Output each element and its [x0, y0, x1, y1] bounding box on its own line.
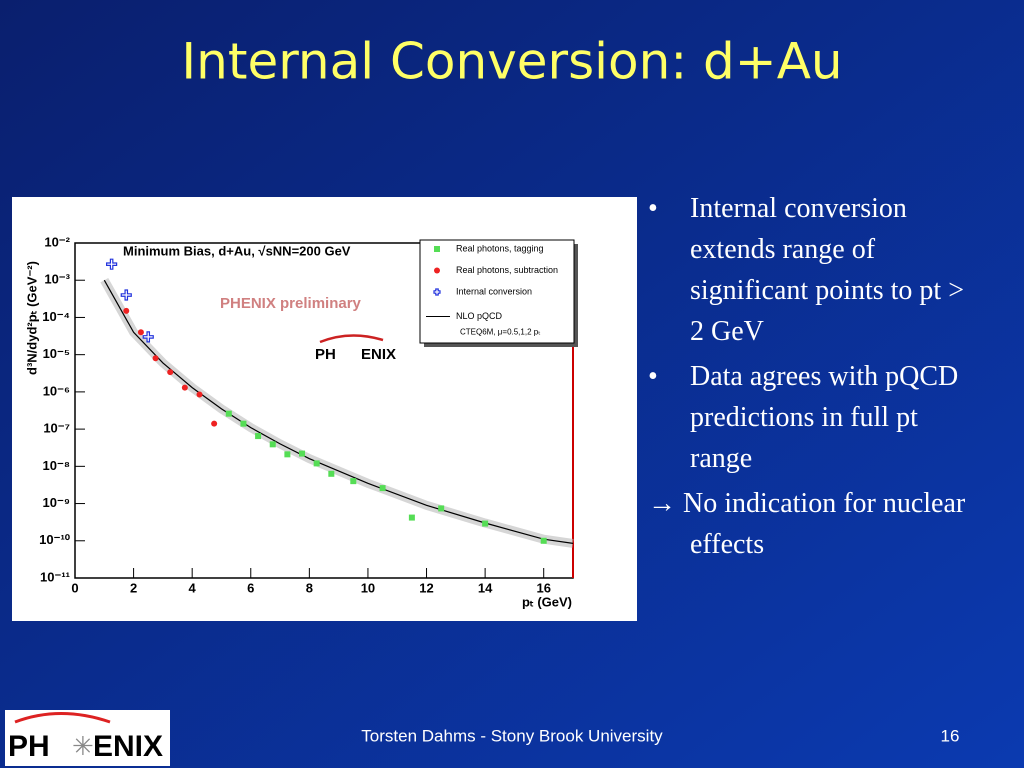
marker-square: [269, 441, 276, 448]
marker-square: [540, 537, 547, 544]
marker-cross: [142, 331, 154, 343]
legend-label: Real photons, tagging: [456, 243, 544, 253]
marker-square: [350, 478, 357, 485]
bullet: • Internal conversion extends range of si…: [648, 193, 964, 347]
marker-square: [482, 520, 489, 527]
y-tick-label: 10⁻⁷: [43, 421, 70, 436]
marker-square: [255, 433, 262, 440]
bullet-text: → No indication for nuclear effects: [648, 488, 966, 560]
x-tick-label: 8: [306, 580, 313, 595]
marker-circle: [211, 420, 218, 427]
y-tick-label: 10⁻⁶: [43, 383, 70, 398]
marker-cross: [120, 289, 132, 301]
y-tick-label: 10⁻⁸: [43, 458, 70, 473]
marker-square: [284, 451, 291, 458]
logo-box: [5, 710, 170, 766]
logo-arc: [14, 712, 111, 724]
marker-circle: [196, 391, 203, 398]
bullet-list: • Internal conversion extends range of si…: [648, 188, 968, 569]
x-tick-label: 0: [71, 580, 78, 595]
bullet-text: Internal conversion extends range of sig…: [690, 193, 964, 347]
x-tick-label: 2: [130, 580, 137, 595]
bullet: • Data agrees with pQCD predictions in fu…: [648, 361, 959, 474]
bullet: → No indication for nuclear effects: [648, 483, 968, 565]
marker-circle: [434, 267, 440, 274]
chart: 10⁻² 10⁻³ 10⁻⁴ 10⁻⁵ 10⁻⁶ 10⁻⁷ 10⁻⁸ 10⁻⁹ 10⁻¹⁰ 10⁻…: [24, 234, 578, 609]
logo-arc: [319, 334, 384, 344]
bullet-text: Data agrees with pQCD predictions in ful…: [690, 361, 959, 474]
legend-label: Internal conversion: [456, 286, 532, 296]
marker-square: [299, 450, 306, 457]
x-axis-label: pₜ (GeV): [522, 594, 572, 609]
logo-text: ENIX: [93, 730, 163, 763]
logo-text: PH: [315, 346, 336, 363]
y-tick-label: 10⁻⁴: [42, 309, 70, 324]
x-tick-label: 10: [361, 580, 375, 595]
subtitle: PHENIX preliminary: [220, 295, 362, 312]
marker-square: [313, 460, 320, 467]
page-number: 16: [941, 726, 960, 745]
legend-box: [419, 239, 575, 344]
marker-square: [434, 246, 440, 252]
marker-cross: [106, 258, 118, 270]
marker-square: [379, 485, 386, 492]
y-tick-label: 10⁻⁵: [43, 346, 70, 361]
y-tick-label: 10⁻⁹: [43, 495, 71, 510]
marker-square: [438, 505, 445, 512]
y-tick-label: 10⁻³: [44, 272, 70, 287]
marker-square: [225, 410, 232, 417]
legend-note: CTEQ6M, μ=0.5,1,2 pₜ: [460, 328, 541, 337]
marker-circle: [181, 384, 188, 391]
x-tick-label: 16: [536, 580, 550, 595]
marker-circle: [123, 307, 130, 314]
y-tick-label: 10⁻¹⁰: [39, 532, 71, 547]
marker-square: [328, 470, 335, 477]
slide-title: Internal Conversion: d+Au: [181, 33, 842, 91]
y-axis-label: d³N/dyd²pₜ (GeV⁻²): [24, 261, 39, 375]
legend-label: Real photons, subtraction: [456, 265, 558, 275]
marker-circle: [152, 355, 159, 362]
x-tick-label: 4: [189, 580, 197, 595]
footer: Torsten Dahms - Stony Brook University: [361, 726, 663, 745]
x-tick-label: 6: [247, 580, 254, 595]
marker-circle: [137, 329, 144, 336]
logo-text: PH: [8, 730, 50, 763]
logo-text: ENIX: [361, 346, 396, 363]
annotation: Minimum Bias, d+Au, √sNN=200 GeV: [123, 243, 351, 258]
marker-circle: [167, 369, 174, 376]
x-tick-label: 14: [478, 580, 493, 595]
legend-label: NLO pQCD: [456, 311, 503, 321]
logo-star: ✳: [72, 731, 94, 761]
marker-square: [240, 420, 247, 427]
marker-square: [408, 514, 415, 521]
y-tick-label: 10⁻²: [44, 234, 70, 249]
marker-cross: [433, 288, 441, 296]
y-tick-label: 10⁻¹¹: [40, 569, 70, 584]
x-tick-label: 12: [419, 580, 433, 595]
